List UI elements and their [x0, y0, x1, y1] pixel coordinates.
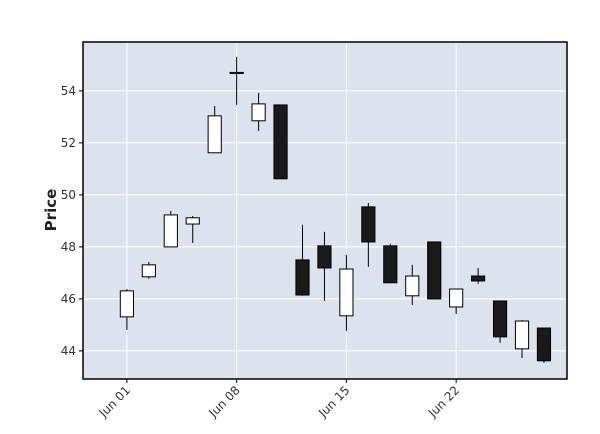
candle-body	[229, 71, 244, 74]
candle-body	[251, 103, 266, 122]
candle-body	[295, 259, 310, 296]
candle-body	[449, 288, 464, 308]
candle-body	[141, 264, 156, 278]
candle-body	[163, 214, 178, 248]
y-tick-label: 54	[61, 84, 76, 98]
candle-body	[492, 300, 508, 338]
plot-background	[83, 42, 567, 379]
y-axis-label: Price	[42, 189, 60, 232]
candle-body	[317, 245, 332, 269]
candle-body	[383, 245, 398, 284]
x-tick-label: Jun 08	[205, 383, 242, 420]
candle-body	[405, 275, 420, 297]
candle-body	[361, 206, 376, 243]
y-tick-label: 52	[61, 136, 76, 150]
candle-body	[273, 104, 288, 180]
candle-body	[427, 241, 442, 300]
candle-body	[339, 268, 354, 317]
x-tick-label: Jun 15	[315, 383, 352, 420]
plot-frame	[82, 41, 568, 380]
x-tick-label: Jun 01	[96, 383, 133, 420]
x-tick-label: Jun 22	[425, 383, 462, 420]
candle-body	[514, 320, 530, 350]
y-tick-label: 46	[61, 292, 76, 306]
candle-body	[536, 327, 552, 362]
candle-body	[471, 275, 486, 282]
candle-body	[207, 115, 222, 154]
candle-body	[185, 217, 200, 225]
y-tick-label: 48	[61, 240, 76, 254]
y-tick-label: 44	[61, 344, 76, 358]
candle-body	[119, 290, 134, 318]
y-tick-label: 50	[61, 188, 76, 202]
